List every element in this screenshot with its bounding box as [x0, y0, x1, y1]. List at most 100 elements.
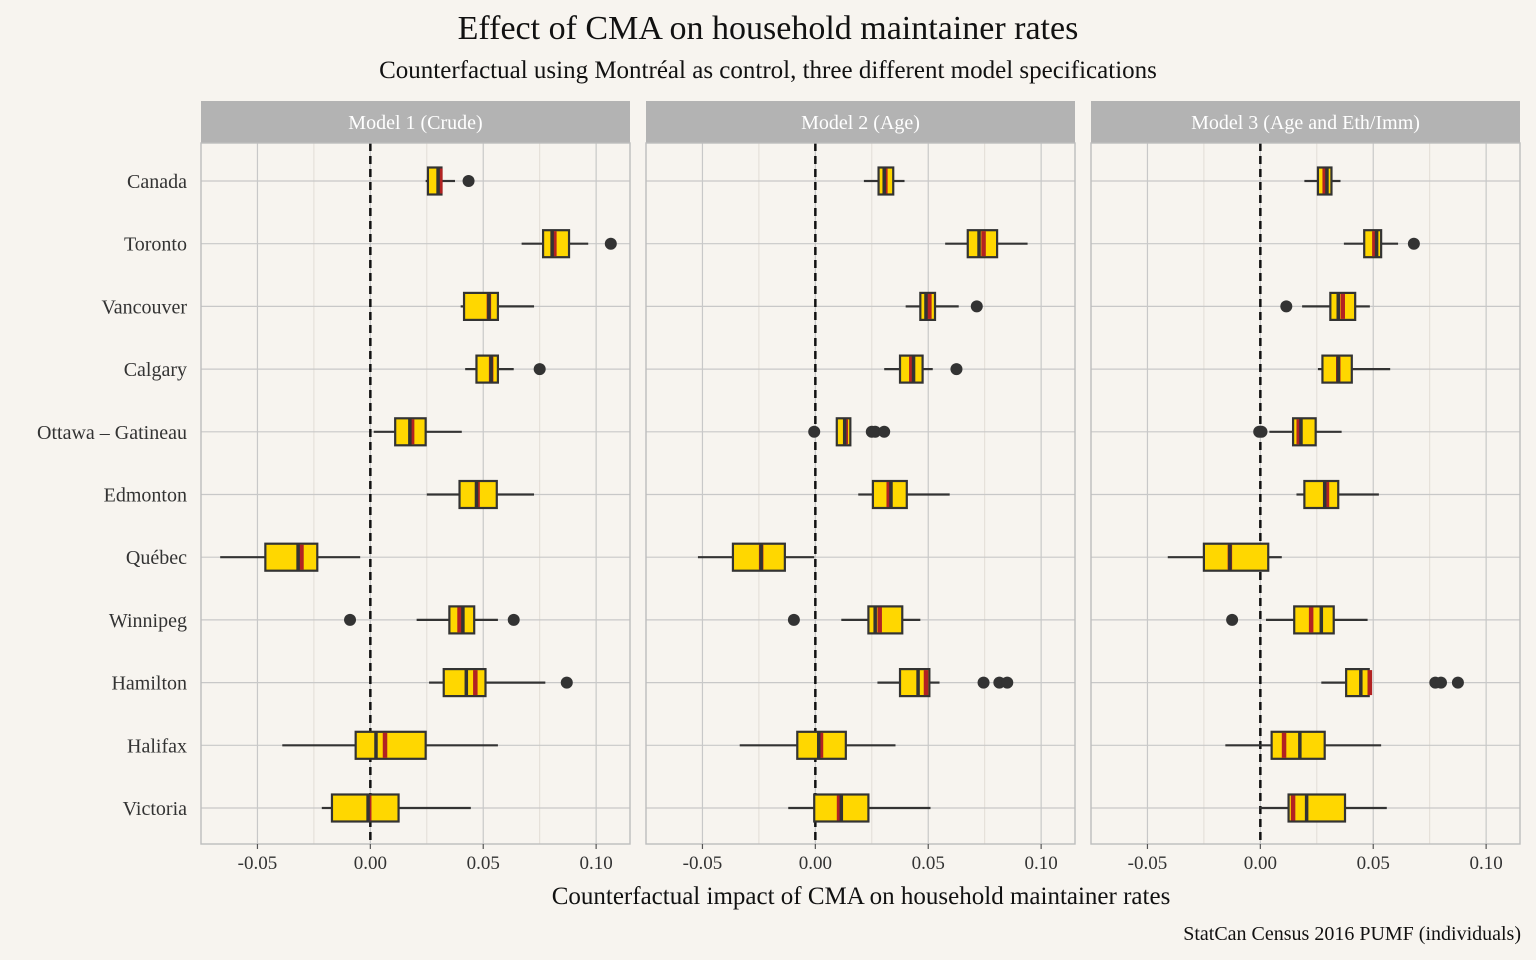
- outlier-point: [1451, 676, 1464, 689]
- x-tick-label: 0.10: [1025, 853, 1058, 874]
- category-label-calgary: Calgary: [124, 359, 187, 381]
- box-iqr: [462, 291, 500, 321]
- box-vancouver: [460, 291, 535, 321]
- outlier-point: [1280, 300, 1293, 313]
- box-edmonton: [426, 479, 535, 510]
- panel-1: Model 1 (Crude) -0.05 0.00 0.05 0.10: [200, 101, 631, 874]
- box-winnipeg: [787, 605, 921, 635]
- facet-panels: Model 1 (Crude) -0.05 0.00 0.05 0.10 Model 2 …: [200, 101, 1521, 874]
- outlier-point: [1255, 425, 1268, 438]
- outlier-point: [869, 425, 882, 438]
- panel-3: Model 3 (Age and Eth/Imm) -0.05 0.00 0.05 0.…: [1090, 101, 1521, 874]
- outlier-point: [560, 676, 573, 689]
- box-vancouver: [1280, 291, 1370, 321]
- x-tick-label: 0.05: [912, 853, 945, 874]
- panel-background: [201, 143, 630, 844]
- box-calgary: [884, 354, 963, 384]
- x-tick-label: 0.10: [580, 853, 613, 874]
- x-tick-label: 0.05: [1357, 853, 1390, 874]
- panel-strip-label: Model 2 (Age): [801, 112, 920, 134]
- box-iqr: [354, 730, 427, 760]
- box-iqr: [475, 354, 500, 384]
- outlier-point: [787, 613, 800, 626]
- x-tick-label: 0.00: [799, 853, 832, 874]
- category-label-qu-bec: Québec: [126, 547, 187, 569]
- box-iqr: [731, 542, 786, 572]
- box-victoria: [321, 793, 471, 823]
- box-hamilton: [1321, 667, 1464, 698]
- outlier-point: [1001, 676, 1014, 689]
- panel-border: [200, 142, 631, 845]
- outlier-point: [1226, 613, 1239, 626]
- box-iqr: [1293, 605, 1335, 635]
- category-label-victoria: Victoria: [123, 798, 187, 820]
- box-iqr: [1202, 542, 1270, 572]
- box-iqr: [264, 542, 319, 572]
- box-ottawa-gatineau: [1253, 417, 1342, 447]
- outlier-point: [344, 613, 357, 626]
- panel-strip: [201, 101, 630, 143]
- box-vancouver: [905, 291, 983, 321]
- category-label-vancouver: Vancouver: [101, 296, 187, 318]
- box-iqr: [1303, 479, 1340, 510]
- box-canada: [1304, 166, 1341, 196]
- panel-strip-label: Model 1 (Crude): [348, 112, 482, 134]
- x-tick-label: -0.05: [238, 853, 278, 874]
- box-winnipeg: [1226, 605, 1368, 635]
- y-axis-labels: Canada Toronto Vancouver Calgary Ottawa – Ga…: [37, 171, 187, 820]
- category-label-ottawa-gatineau: Ottawa – Gatineau: [37, 422, 187, 444]
- box-qu-bec: [1167, 542, 1282, 572]
- x-axis-title: Counterfactual impact of CMA on househol…: [552, 883, 1171, 910]
- box-hamilton: [877, 667, 1014, 698]
- box-canada: [425, 166, 475, 196]
- box-ottawa-gatineau: [808, 417, 891, 447]
- outlier-point: [977, 676, 990, 689]
- category-label-edmonton: Edmonton: [104, 485, 187, 507]
- box-iqr: [1345, 667, 1370, 698]
- x-tick-label: 0.05: [467, 853, 500, 874]
- category-label-hamilton: Hamilton: [111, 673, 187, 695]
- panel-border: [645, 142, 1076, 845]
- chart-caption: StatCan Census 2016 PUMF (individuals): [1183, 923, 1521, 945]
- outlier-point: [533, 363, 546, 376]
- box-toronto: [521, 229, 617, 259]
- box-toronto: [1343, 229, 1420, 259]
- box-victoria: [1259, 793, 1387, 823]
- box-iqr: [1287, 793, 1347, 823]
- box-edmonton: [858, 479, 950, 510]
- box-calgary: [1317, 354, 1391, 384]
- chart-title: Effect of CMA on household maintainer ra…: [458, 10, 1079, 47]
- outlier-point: [1434, 676, 1447, 689]
- category-label-halifax: Halifax: [127, 735, 187, 757]
- box-halifax: [1225, 730, 1382, 760]
- outlier-point: [970, 300, 983, 313]
- x-tick-label: 0.10: [1470, 853, 1503, 874]
- box-qu-bec: [220, 542, 361, 572]
- outlier-point: [604, 237, 617, 250]
- category-label-winnipeg: Winnipeg: [109, 610, 187, 632]
- panel-strip-label: Model 3 (Age and Eth/Imm): [1191, 112, 1420, 134]
- box-iqr: [330, 793, 400, 823]
- box-hamilton: [429, 667, 573, 698]
- panel-border: [1090, 142, 1521, 845]
- panel-strip: [1091, 101, 1520, 143]
- chart-subtitle: Counterfactual using Montréal as control…: [379, 57, 1157, 84]
- category-label-toronto: Toronto: [124, 234, 187, 256]
- box-winnipeg: [344, 605, 520, 635]
- panel-2: Model 2 (Age) -0.05 0.00 0.05 0.10: [645, 101, 1076, 874]
- box-toronto: [945, 229, 1028, 259]
- panel-strip: [646, 101, 1075, 143]
- outlier-point: [1407, 237, 1420, 250]
- box-iqr: [1291, 417, 1317, 447]
- box-halifax: [282, 730, 498, 760]
- box-canada: [863, 166, 905, 196]
- box-victoria: [788, 793, 931, 823]
- box-qu-bec: [697, 542, 815, 572]
- box-edmonton: [1296, 479, 1379, 510]
- box-calgary: [465, 354, 546, 384]
- outlier-point: [462, 175, 475, 187]
- outlier-point: [808, 425, 821, 438]
- x-tick-label: 0.00: [1244, 853, 1277, 874]
